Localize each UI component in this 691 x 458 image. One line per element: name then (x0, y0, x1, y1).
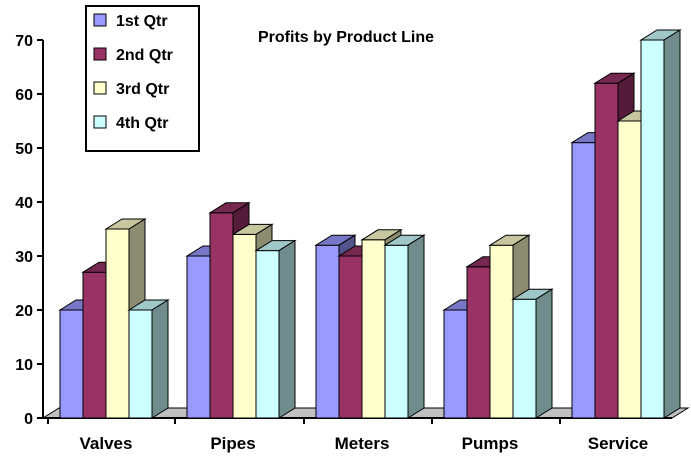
legend-swatch (93, 13, 107, 27)
bar-front (105, 228, 130, 419)
bar-front (59, 309, 84, 419)
category-label: Pipes (210, 434, 255, 453)
y-tick-label: 60 (15, 87, 33, 104)
chart-title: Profits by Product Line (258, 29, 434, 46)
bar-front (640, 39, 665, 419)
bar-front (209, 212, 234, 419)
bar-front (128, 309, 153, 419)
bar-side (278, 239, 296, 419)
bar-side (151, 299, 169, 419)
bar-side (535, 288, 553, 419)
bar-front (443, 309, 468, 419)
bar-front (594, 82, 619, 419)
bar-side (407, 234, 425, 419)
bar-front (361, 239, 386, 419)
category-label: Service (588, 434, 649, 453)
legend-label: 3rd Qtr (116, 81, 169, 98)
y-tick-label: 30 (15, 249, 33, 266)
legend-label: 4th Qtr (116, 115, 168, 132)
y-tick-label: 70 (15, 33, 33, 50)
y-tick-label: 40 (15, 195, 33, 212)
bar-pumps-4th-qtr (511, 288, 554, 419)
bar-front (512, 298, 537, 419)
category-label: Pumps (462, 434, 519, 453)
y-tick-label: 10 (15, 357, 33, 374)
legend-swatch (93, 47, 107, 61)
legend-label: 1st Qtr (116, 13, 168, 30)
bar-front (617, 120, 642, 419)
legend-swatch (93, 115, 107, 129)
bar-front (186, 255, 211, 419)
bar-pipes-4th-qtr (254, 239, 297, 419)
category-label: Meters (335, 434, 390, 453)
bar-front (571, 142, 596, 419)
category-label: Valves (80, 434, 133, 453)
bar-front (255, 250, 280, 419)
bar-front (489, 244, 514, 419)
y-tick-label: 0 (24, 411, 33, 428)
bar-front (315, 244, 340, 419)
legend-swatch (93, 81, 107, 95)
bar-side (663, 29, 681, 419)
legend-label: 2nd Qtr (116, 47, 173, 64)
y-tick-label: 20 (15, 303, 33, 320)
bar-area (58, 29, 682, 419)
bar-valves-4th-qtr (127, 299, 170, 419)
legend: 1st Qtr 2nd Qtr 3rd Qtr 4th Qtr (85, 5, 200, 152)
bar-front (82, 271, 107, 419)
bar-service-4th-qtr (639, 29, 682, 419)
bar-front (384, 244, 409, 419)
bar-front (466, 266, 491, 419)
value-axis: 0 10 20 30 40 50 60 70 (15, 33, 672, 428)
bar-front (232, 233, 257, 419)
bar-meters-4th-qtr (383, 234, 426, 419)
category-axis: Valves Pipes Meters Pumps Service (47, 418, 649, 453)
bar-front (338, 255, 363, 419)
y-tick-label: 50 (15, 141, 33, 158)
